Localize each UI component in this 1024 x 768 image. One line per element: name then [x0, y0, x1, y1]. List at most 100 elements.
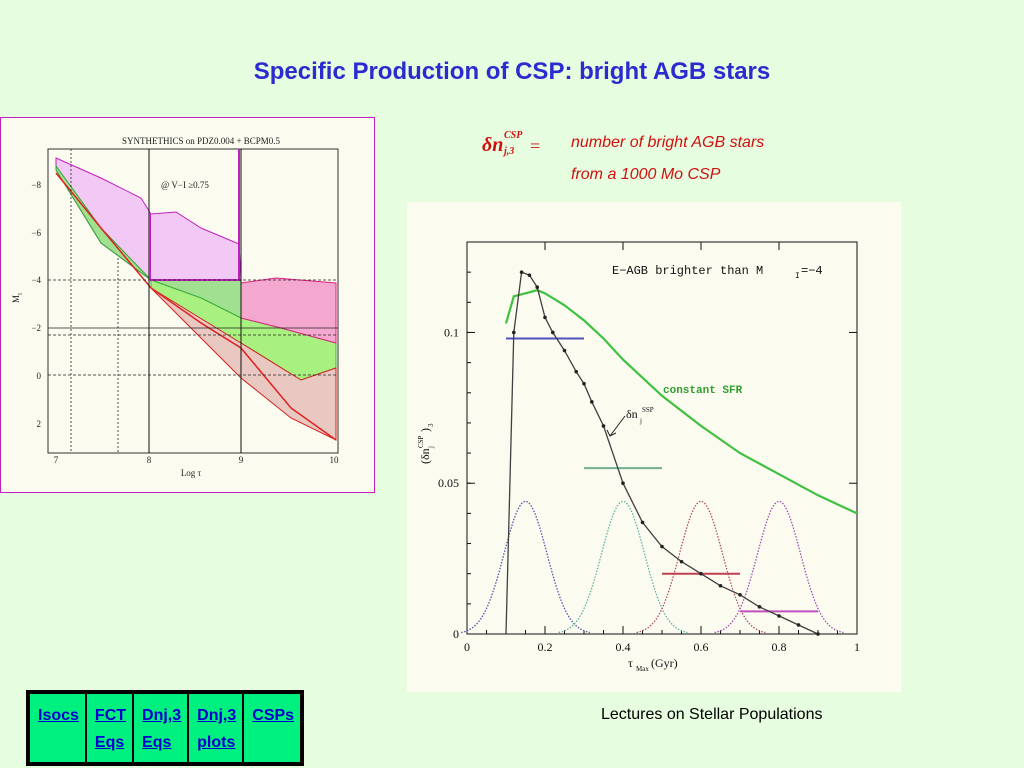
ssp-point	[816, 632, 820, 636]
ssp-point	[601, 424, 606, 428]
xtick-label: 0.8	[772, 640, 787, 654]
gaussian-curve	[714, 500, 844, 634]
ssp-point	[777, 614, 781, 618]
ytick-m6: −6	[31, 228, 41, 238]
nav-link-dnj3-plots-line2: plots	[197, 734, 236, 751]
chart-ylabel-tail: )	[418, 428, 432, 432]
ssp-point	[718, 583, 723, 588]
chart-ylabel: (δn	[418, 448, 432, 464]
ssp-point	[757, 605, 762, 609]
ssp-label-sup: SSP	[642, 406, 654, 414]
ssp-point	[660, 544, 664, 549]
chart-frame	[466, 241, 858, 635]
ssp-point	[519, 270, 524, 274]
constant-sfr-label: constant SFR	[663, 385, 743, 397]
gaussian-curve	[558, 500, 688, 634]
lower-boundary	[55, 172, 337, 441]
ssp-point	[640, 520, 645, 525]
ssp-point	[590, 400, 594, 404]
ytick-2: 2	[37, 419, 42, 429]
chart-xlabel-sub: Max	[636, 665, 649, 673]
ytick-m2: −2	[31, 323, 41, 333]
chart-ylabel-sub: j	[427, 446, 435, 449]
ytick-label: 0.05	[438, 476, 459, 490]
nav-cell-fct-eqs: FCT Eqs	[86, 694, 133, 762]
xtick-label: 0.6	[694, 640, 709, 654]
nav-link-csps[interactable]: CSPs	[252, 707, 295, 724]
ssp-point	[551, 330, 555, 335]
gaussian-curve	[636, 500, 766, 634]
synthetics-plot: SYNTHETHICS on PDZ0.004 + BCPM0.5 @ V−I …	[11, 136, 340, 478]
synthetics-frame	[47, 148, 339, 454]
agb-chart-svg: 0 0.2 0.4 0.6 0.8 1 0 0.05 0.1 E−AGB brighter th…	[417, 241, 860, 673]
synthetics-ylabel-sub: I	[18, 293, 24, 295]
xtick-7: 7	[54, 455, 59, 465]
synthetics-annotation: @ V−I ≥0.75	[161, 180, 209, 190]
chart-title: E−AGB brighter than M	[612, 264, 763, 278]
nav-link-fct-line2: Eqs	[94, 734, 125, 751]
ytick-0: 0	[37, 371, 42, 381]
ssp-point	[527, 273, 532, 277]
nav-link-dnj3-eqs-line1: Dnj,3	[142, 707, 182, 724]
ssp-point	[535, 285, 539, 290]
formula-symbol: δn	[482, 134, 504, 156]
xtick-9: 9	[239, 455, 244, 465]
chart-title-sub: I	[795, 272, 800, 281]
ssp-point	[621, 481, 625, 486]
xtick-label: 0.4	[616, 640, 631, 654]
xtick-label: 0	[464, 640, 470, 654]
ssp-point	[512, 330, 516, 335]
xtick-8: 8	[147, 455, 152, 465]
nav-link-fct-eqs[interactable]: FCT Eqs	[95, 707, 126, 751]
ssp-label: δn	[626, 407, 638, 421]
nav-cell-isocs: Isocs	[30, 694, 85, 762]
chart-ylabel-sup: CSP	[417, 435, 425, 448]
description-line-1: number of bright AGB stars	[571, 134, 765, 151]
formula-subscript: j,3	[504, 146, 515, 157]
ytick-m4: −4	[31, 275, 41, 285]
ytick-label: 0.1	[444, 325, 459, 339]
constant-sfr-line	[504, 289, 858, 515]
gaussian-curve	[460, 500, 591, 634]
ssp-point	[574, 369, 578, 374]
nav-link-dnj3-plots-line1: Dnj,3	[197, 707, 237, 724]
chart-xlabel-tail: (Gyr)	[651, 656, 678, 670]
nav-link-dnj3-eqs[interactable]: Dnj,3 Eqs	[142, 707, 181, 751]
synthetics-ylabel: M	[11, 295, 21, 303]
ytick-m8: −8	[31, 180, 41, 190]
ssp-point	[582, 381, 586, 386]
ssp-point	[562, 348, 567, 353]
ytick-label: 0	[453, 627, 459, 641]
delta-n-formula: δn CSP j,3 =	[482, 130, 540, 157]
formula-equals: =	[530, 136, 541, 156]
xtick-label: 1	[854, 640, 860, 654]
slide-title: Specific Production of CSP: bright AGB s…	[253, 58, 771, 85]
chart-ylabel-tail-sub: 3	[427, 423, 435, 427]
synthetics-xlabel: Log τ	[181, 468, 202, 478]
chart-xlabel: τ	[628, 656, 633, 670]
ssp-point	[738, 593, 742, 597]
ssp-point	[543, 315, 547, 320]
xtick-label: 0.2	[538, 640, 553, 654]
ssp-point	[679, 559, 684, 564]
chart-title-tail: =−4	[801, 264, 823, 278]
ssp-label-sub: j	[639, 417, 642, 425]
nav-cell-csps: CSPs	[244, 694, 301, 762]
footer-text: Lectures on Stellar Populations	[601, 706, 823, 723]
nav-link-fct-line1: FCT	[94, 707, 127, 724]
ssp-arrow	[609, 415, 626, 437]
formula-superscript: CSP	[504, 130, 523, 141]
description-line-2: from a 1000 Mo CSP	[571, 166, 721, 183]
ssp-arrowhead	[606, 429, 617, 437]
nav-cell-dnj3-eqs: Dnj,3 Eqs	[134, 694, 188, 762]
xtick-10: 10	[330, 455, 340, 465]
agb-chart: 0 0.2 0.4 0.6 0.8 1 0 0.05 0.1 E−AGB brighter th…	[407, 202, 901, 692]
nav-link-dnj3-plots[interactable]: Dnj,3 plots	[197, 707, 236, 751]
nav-link-isocs[interactable]: Isocs	[38, 707, 79, 724]
synthetics-figure: SYNTHETHICS on PDZ0.004 + BCPM0.5 @ V−I …	[0, 117, 375, 493]
nav-cell-dnj3-plots: Dnj,3 plots	[189, 694, 243, 762]
ssp-line	[467, 271, 819, 635]
nav-link-dnj3-eqs-line2: Eqs	[142, 734, 172, 751]
ssp-point	[699, 571, 703, 576]
synthetics-title: SYNTHETHICS on PDZ0.004 + BCPM0.5	[122, 136, 281, 146]
